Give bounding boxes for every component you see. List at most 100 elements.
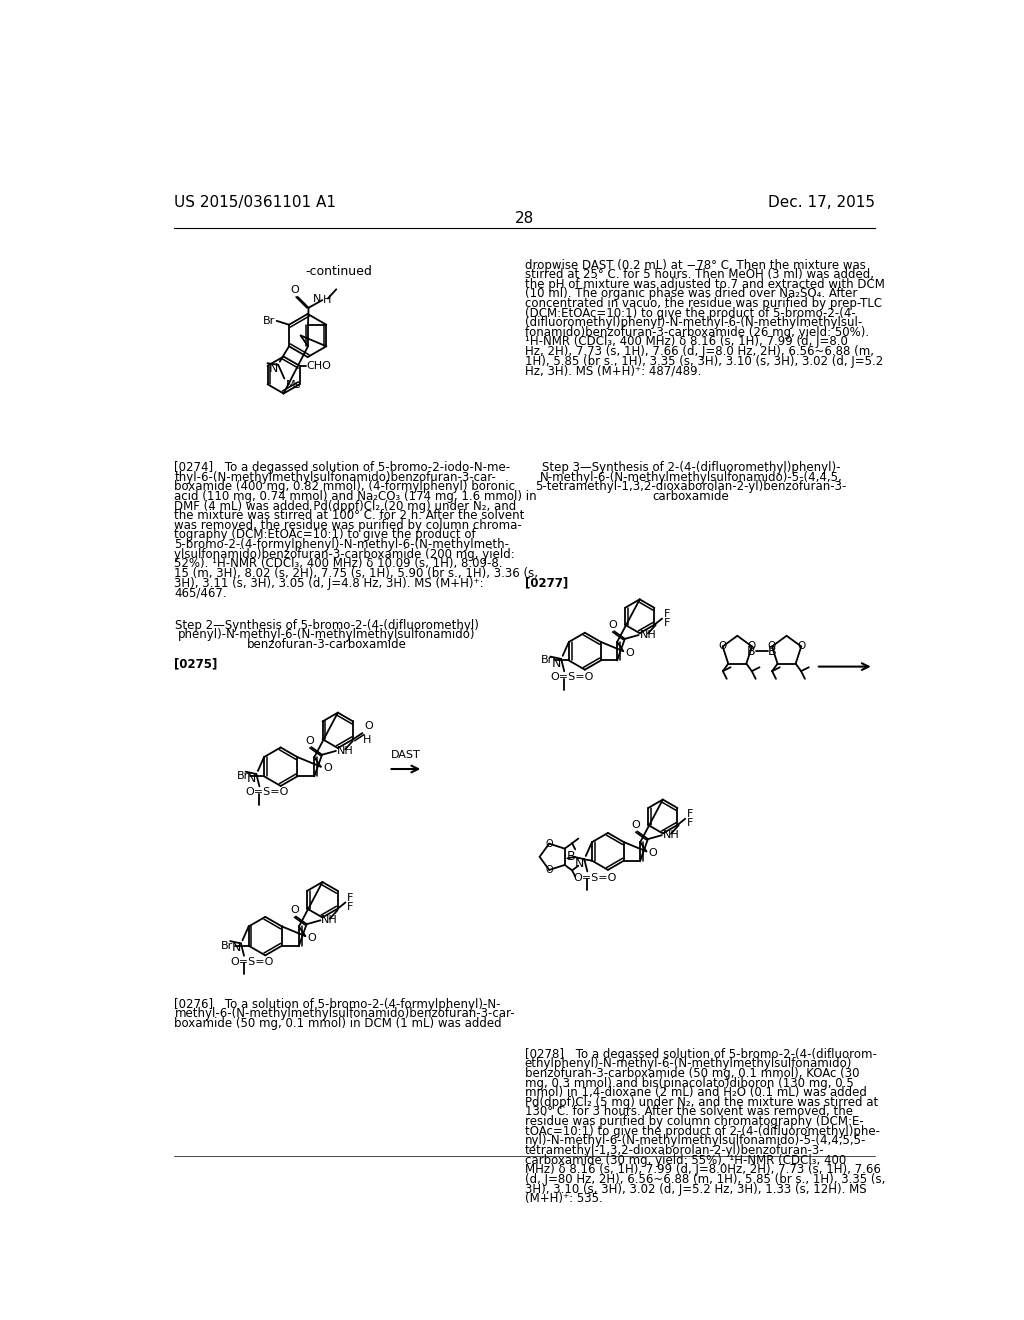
Text: DMF (4 mL) was added Pd(dppf)Cl₂ (20 mg) under N₂, and: DMF (4 mL) was added Pd(dppf)Cl₂ (20 mg)… <box>174 499 517 512</box>
Text: O: O <box>307 933 316 942</box>
Text: methyl-6-(N-methylmethylsulfonamido)benzofuran-3-car-: methyl-6-(N-methylmethylsulfonamido)benz… <box>174 1007 515 1020</box>
Text: tography (DCM:EtOAc=10:1) to give the product of: tography (DCM:EtOAc=10:1) to give the pr… <box>174 528 476 541</box>
Text: stirred at 25° C. for 5 hours. Then MeOH (3 ml) was added,: stirred at 25° C. for 5 hours. Then MeOH… <box>524 268 873 281</box>
Text: 465/467.: 465/467. <box>174 586 227 599</box>
Text: Dec. 17, 2015: Dec. 17, 2015 <box>768 195 876 210</box>
Text: O: O <box>546 838 553 849</box>
Text: [0278] To a degassed solution of 5-bromo-2-(4-(difluorom-: [0278] To a degassed solution of 5-bromo… <box>524 1048 877 1061</box>
Text: F: F <box>347 892 353 903</box>
Text: F: F <box>687 809 693 820</box>
Text: 1H), 5.85 (br s., 1H), 3.35 (s, 3H), 3.10 (s, 3H), 3.02 (d, J=5.2: 1H), 5.85 (br s., 1H), 3.35 (s, 3H), 3.1… <box>524 355 883 368</box>
Text: boxamide (50 mg, 0.1 mmol) in DCM (1 mL) was added: boxamide (50 mg, 0.1 mmol) in DCM (1 mL)… <box>174 1016 502 1030</box>
Text: O: O <box>626 648 634 657</box>
Text: benzofuran-3-carboxamide: benzofuran-3-carboxamide <box>247 638 407 651</box>
Text: O: O <box>546 865 553 875</box>
Text: 52%). ¹H-NMR (CDCl₃, 400 MHz) δ 10.09 (s, 1H), 8.09-8.: 52%). ¹H-NMR (CDCl₃, 400 MHz) δ 10.09 (s… <box>174 557 503 570</box>
Text: (M+H)⁺: 535.: (M+H)⁺: 535. <box>524 1192 602 1205</box>
Text: N: N <box>312 294 321 305</box>
Text: Br: Br <box>542 656 553 665</box>
Text: N: N <box>247 772 256 784</box>
Text: Step 3—Synthesis of 2-(4-(difluoromethyl)phenyl)-: Step 3—Synthesis of 2-(4-(difluoromethyl… <box>542 461 841 474</box>
Text: Pd(dppf)Cl₂ (5 mg) under N₂, and the mixture was stirred at: Pd(dppf)Cl₂ (5 mg) under N₂, and the mix… <box>524 1096 878 1109</box>
Text: carboxamide (30 mg, yield: 55%). ¹H-NMR (CDCl₃, 400: carboxamide (30 mg, yield: 55%). ¹H-NMR … <box>524 1154 846 1167</box>
Text: (DCM:EtOAc=10:1) to give the product of 5-bromo-2-(4-: (DCM:EtOAc=10:1) to give the product of … <box>524 306 855 319</box>
Text: O: O <box>290 906 299 915</box>
Text: [0274] To a degassed solution of 5-bromo-2-iodo-N-me-: [0274] To a degassed solution of 5-bromo… <box>174 461 511 474</box>
Text: O: O <box>719 642 727 652</box>
Text: O=S=O: O=S=O <box>550 672 594 682</box>
Text: concentrated in vacuo, the residue was purified by prep-TLC: concentrated in vacuo, the residue was p… <box>524 297 882 310</box>
Text: Step 2—Synthesis of 5-bromo-2-(4-(difluoromethyl): Step 2—Synthesis of 5-bromo-2-(4-(difluo… <box>175 619 479 632</box>
Text: F: F <box>687 818 693 829</box>
Text: nyl)-N-methyl-6-(N-methylmethylsulfonamido)-5-(4,4,5,5-: nyl)-N-methyl-6-(N-methylmethylsulfonami… <box>524 1134 866 1147</box>
Text: O=S=O: O=S=O <box>230 957 273 966</box>
Text: ethylphenyl)-N-methyl-6-(N-methylmethylsulfonamido): ethylphenyl)-N-methyl-6-(N-methylmethyls… <box>524 1057 852 1071</box>
Text: N: N <box>552 656 561 669</box>
Text: O: O <box>649 847 657 858</box>
Text: O: O <box>364 722 373 731</box>
Text: 15 (m, 3H), 8.02 (s, 2H), 7.75 (s, 1H), 5.90 (br s., 1H), 3.36 (s,: 15 (m, 3H), 8.02 (s, 2H), 7.75 (s, 1H), … <box>174 566 539 579</box>
Text: tetramethyl-1,3,2-dioxaborolan-2-yl)benzofuran-3-: tetramethyl-1,3,2-dioxaborolan-2-yl)benz… <box>524 1144 824 1158</box>
Text: mg, 0.3 mmol) and bis(pinacolato)diboron (130 mg, 0.5: mg, 0.3 mmol) and bis(pinacolato)diboron… <box>524 1077 854 1089</box>
Text: acid (110 mg, 0.74 mmol) and Na₂CO₃ (174 mg, 1.6 mmol) in: acid (110 mg, 0.74 mmol) and Na₂CO₃ (174… <box>174 490 537 503</box>
Text: Br: Br <box>263 315 275 326</box>
Text: NH: NH <box>663 830 679 841</box>
Text: O=S=O: O=S=O <box>246 788 289 797</box>
Text: was removed, the residue was purified by column chroma-: was removed, the residue was purified by… <box>174 519 522 532</box>
Text: O: O <box>305 735 314 746</box>
Text: N: N <box>231 941 241 954</box>
Text: thyl-6-(N-methylmethylsulfonamido)benzofuran-3-car-: thyl-6-(N-methylmethylsulfonamido)benzof… <box>174 471 497 483</box>
Text: fonamido)benzofuran-3-carboxamide (26 mg, yield: 50%).: fonamido)benzofuran-3-carboxamide (26 mg… <box>524 326 869 339</box>
Text: MHz) δ 8.16 (s, 1H), 7.99 (d, J=8.0Hz, 2H), 7.73 (s, 1H), 7.66: MHz) δ 8.16 (s, 1H), 7.99 (d, J=8.0Hz, 2… <box>524 1163 881 1176</box>
Text: 5-bromo-2-(4-formylphenyl)-N-methyl-6-(N-methylmeth-: 5-bromo-2-(4-formylphenyl)-N-methyl-6-(N… <box>174 539 510 550</box>
Text: O: O <box>608 619 616 630</box>
Text: Br: Br <box>221 941 233 950</box>
Text: DAST: DAST <box>390 750 420 760</box>
Text: O: O <box>291 285 299 296</box>
Text: N-methyl-6-(N-methylmethylsulfonamido)-5-(4,4,5,: N-methyl-6-(N-methylmethylsulfonamido)-5… <box>540 471 843 483</box>
Text: O: O <box>768 642 776 652</box>
Text: Hz, 3H). MS (M+H)⁺: 487/489.: Hz, 3H). MS (M+H)⁺: 487/489. <box>524 364 701 378</box>
Text: Br: Br <box>237 771 249 781</box>
Text: F: F <box>664 618 670 628</box>
Text: NH: NH <box>322 915 338 925</box>
Text: mmol) in 1,4-dioxane (2 mL) and H₂O (0.1 mL) was added: mmol) in 1,4-dioxane (2 mL) and H₂O (0.1… <box>524 1086 866 1100</box>
Text: B: B <box>566 850 575 863</box>
Text: O=S=O: O=S=O <box>573 873 616 883</box>
Text: boxamide (400 mg, 0.82 mmol), (4-formylphenyl) boronic: boxamide (400 mg, 0.82 mmol), (4-formylp… <box>174 480 515 494</box>
Text: carboxamide: carboxamide <box>652 490 729 503</box>
Text: F: F <box>347 902 353 912</box>
Text: F: F <box>664 609 670 619</box>
Text: B: B <box>768 644 777 657</box>
Text: dropwise DAST (0.2 mL) at −78° C. Then the mixture was: dropwise DAST (0.2 mL) at −78° C. Then t… <box>524 259 865 272</box>
Text: [0276] To a solution of 5-bromo-2-(4-formylphenyl)-N-: [0276] To a solution of 5-bromo-2-(4-for… <box>174 998 501 1011</box>
Text: residue was purified by column chromatography (DCM:E-: residue was purified by column chromatog… <box>524 1115 863 1129</box>
Text: B: B <box>748 644 756 657</box>
Text: CHO: CHO <box>306 360 332 371</box>
Text: NH: NH <box>639 630 656 640</box>
Text: O: O <box>631 820 640 830</box>
Text: (difluoromethyl)phenyl)-N-methyl-6-(N-methylmethylsul-: (difluoromethyl)phenyl)-N-methyl-6-(N-me… <box>524 317 862 329</box>
Text: -continued: -continued <box>305 264 372 277</box>
Text: O: O <box>748 642 756 652</box>
Text: (10 ml). The organic phase was dried over Na₂SO₄. After: (10 ml). The organic phase was dried ove… <box>524 288 857 301</box>
Text: N: N <box>574 857 585 870</box>
Text: the pH of mixture was adjusted to 7 and extracted with DCM: the pH of mixture was adjusted to 7 and … <box>524 277 885 290</box>
Text: tOAc=10:1) to give the product of 2-(4-(difluoromethyl)phe-: tOAc=10:1) to give the product of 2-(4-(… <box>524 1125 880 1138</box>
Text: Hz, 2H), 7.73 (s, 1H), 7.66 (d, J=8.0 Hz, 2H), 6.56~6.88 (m,: Hz, 2H), 7.73 (s, 1H), 7.66 (d, J=8.0 Hz… <box>524 345 873 358</box>
Text: 5-tetramethyl-1,3,2-dioxaborolan-2-yl)benzofuran-3-: 5-tetramethyl-1,3,2-dioxaborolan-2-yl)be… <box>536 480 847 494</box>
Text: 3H), 3.10 (s, 3H), 3.02 (d, J=5.2 Hz, 3H), 1.33 (s, 12H). MS: 3H), 3.10 (s, 3H), 3.02 (d, J=5.2 Hz, 3H… <box>524 1183 866 1196</box>
Text: 3H), 3.11 (s, 3H), 3.05 (d, J=4.8 Hz, 3H). MS (M+H)⁺:: 3H), 3.11 (s, 3H), 3.05 (d, J=4.8 Hz, 3H… <box>174 577 484 590</box>
Text: ¹H-NMR (CDCl₃, 400 MHz) δ 8.16 (s, 1H), 7.99 (d, J=8.0: ¹H-NMR (CDCl₃, 400 MHz) δ 8.16 (s, 1H), … <box>524 335 848 348</box>
Text: (d, J=80 Hz, 2H), 6.56~6.88 (m, 1H), 5.85 (br s., 1H), 3.35 (s,: (d, J=80 Hz, 2H), 6.56~6.88 (m, 1H), 5.8… <box>524 1173 885 1185</box>
Text: O: O <box>323 763 332 774</box>
Text: Ms: Ms <box>286 380 301 391</box>
Text: 28: 28 <box>515 211 535 226</box>
Text: [0275]: [0275] <box>174 657 218 671</box>
Text: N: N <box>269 363 279 375</box>
Text: benzofuran-3-carboxamide (50 mg, 0.1 mmol), KOAc (30: benzofuran-3-carboxamide (50 mg, 0.1 mmo… <box>524 1067 859 1080</box>
Text: US 2015/0361101 A1: US 2015/0361101 A1 <box>174 195 337 210</box>
Text: O: O <box>797 642 805 652</box>
Text: phenyl)-N-methyl-6-(N-methylmethylsulfonamido): phenyl)-N-methyl-6-(N-methylmethylsulfon… <box>178 628 476 642</box>
Text: the mixture was stirred at 100° C. for 2 h. After the solvent: the mixture was stirred at 100° C. for 2… <box>174 510 525 523</box>
